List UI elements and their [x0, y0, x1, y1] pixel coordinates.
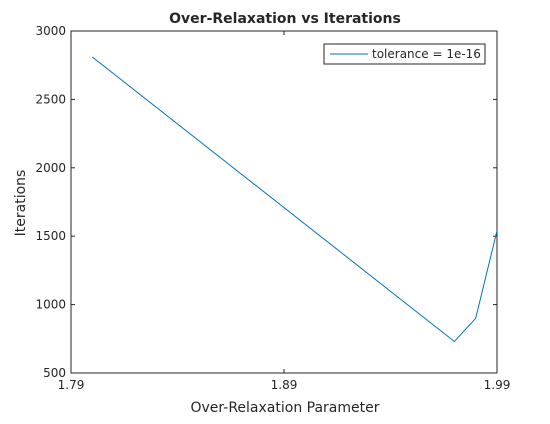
- y-tick-label: 1500: [35, 229, 66, 243]
- legend-box: [323, 43, 486, 65]
- y-axis-label: Iterations: [13, 170, 29, 237]
- x-tick-label: 1.79: [58, 378, 85, 392]
- chart-title: Over-Relaxation vs Iterations: [169, 11, 401, 27]
- y-tick-label: 2000: [35, 161, 66, 175]
- legend-label: tolerance = 1e-16: [372, 47, 481, 61]
- legend: tolerance = 1e-16: [323, 43, 486, 65]
- x-tick-label: 1.89: [271, 378, 298, 392]
- plot-series: [91, 56, 498, 343]
- y-tick-label: 2500: [35, 92, 66, 106]
- series-line: [91, 56, 498, 343]
- x-axis-label: Over-Relaxation Parameter: [191, 400, 380, 416]
- y-tick-label: 3000: [35, 24, 66, 38]
- y-tick-label: 1000: [35, 298, 66, 312]
- plot-frame: [70, 30, 498, 374]
- plot-axes: 1.79 1.89 1.99 500 1000 1500 2000 2500 3000: [35, 24, 510, 392]
- y-tick-label: 500: [43, 366, 66, 380]
- x-tick-label: 1.99: [484, 378, 511, 392]
